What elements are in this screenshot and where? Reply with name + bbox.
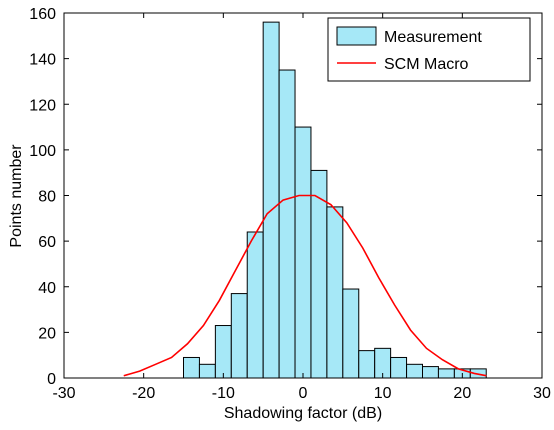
histogram-bar [437,368,455,379]
x-tick-label: -10 [212,385,235,402]
x-tick-label: 10 [374,385,392,402]
y-tick-label: 20 [38,325,56,342]
y-axis-label: Points number [8,144,25,248]
axis-ticks [63,12,543,379]
y-tick-labels: 0 20 40 60 80 100 120 140 160 [29,6,56,388]
x-tick-label: 20 [453,385,471,402]
histogram-bar [214,325,232,379]
y-tick-label: 0 [47,371,56,388]
histogram-bar [262,21,280,379]
histogram-bar [358,350,376,379]
histogram-bar [390,356,408,379]
x-tick-label: -20 [132,385,155,402]
x-tick-label: 0 [299,385,308,402]
histogram-bar [422,366,439,379]
y-tick-label: 60 [38,234,56,251]
legend-label-measurement: Measurement [384,29,482,46]
histogram-bar [183,356,200,379]
x-tick-labels: -30 -20 -10 0 10 20 30 [52,385,551,402]
legend-label-scm-macro: SCM Macro [384,56,469,73]
scm-macro-curve [123,194,487,377]
legend-swatch-measurement [336,26,377,46]
x-tick-label: -30 [52,385,75,402]
histogram-bar [342,288,360,379]
histogram-bars [183,21,487,379]
y-tick-label: 80 [38,189,56,206]
histogram-bar [198,363,216,379]
x-axis-label: Shadowing factor (dB) [224,405,382,422]
histogram-bar [246,231,264,379]
y-tick-label: 40 [38,280,56,297]
histogram-bar [326,206,344,379]
y-tick-label: 140 [29,52,56,69]
histogram-bar [278,69,296,379]
x-tick-label: 30 [533,385,551,402]
histogram-bar [230,293,248,379]
y-tick-label: 160 [29,6,56,23]
legend: Measurement SCM Macro [327,17,531,82]
y-tick-label: 120 [29,97,56,114]
y-tick-label: 100 [29,143,56,160]
histogram-bar [294,126,312,379]
histogram-bar [406,363,424,379]
